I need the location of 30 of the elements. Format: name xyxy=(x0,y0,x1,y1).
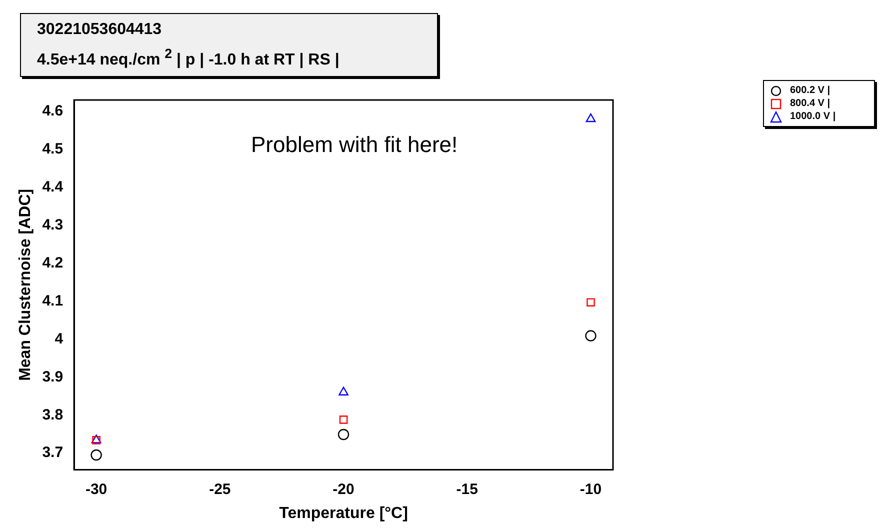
legend-label: 600.2 V | xyxy=(790,85,830,96)
legend-label: 800.4 V | xyxy=(790,98,830,109)
point xyxy=(338,386,348,396)
chart-subtitle: 4.5e+14 neq./cm $^{2}$ | p | -1.0 h at RT | RS | xyxy=(37,45,340,70)
y-axis-title: Mean Clusternoise [ADC] xyxy=(17,188,34,381)
annotation: Problem with fit here! xyxy=(250,132,458,158)
point xyxy=(90,449,102,461)
y-tick-label: 4 xyxy=(54,330,64,348)
point xyxy=(586,113,596,122)
y-tick-label: 4.6 xyxy=(42,102,64,120)
x-tick-label: -25 xyxy=(209,480,231,498)
y-tick-label: 4.2 xyxy=(42,254,64,272)
x-tick-label: -30 xyxy=(85,480,108,498)
x-tick-label: -10 xyxy=(580,480,602,498)
point xyxy=(585,330,596,342)
y-tick-label: 3.7 xyxy=(42,444,64,462)
y-tick-label: 4.5 xyxy=(42,140,64,158)
x-tick-label: -15 xyxy=(456,480,478,498)
point xyxy=(586,298,595,306)
y-tick-label: 3.9 xyxy=(42,368,64,386)
x-axis-title: Temperature [°C] xyxy=(279,504,408,522)
point xyxy=(338,428,350,440)
y-tick-label: 3.8 xyxy=(42,406,64,424)
legend-label: 1000.0 V | xyxy=(790,111,836,122)
x-tick-label: -20 xyxy=(332,480,354,498)
y-tick-label: 4.1 xyxy=(42,292,64,310)
y-tick-label: 4.4 xyxy=(42,178,64,196)
y-tick-label: 4.3 xyxy=(42,216,64,234)
point xyxy=(339,416,348,424)
chart-title: 30221053604413 xyxy=(37,20,163,40)
